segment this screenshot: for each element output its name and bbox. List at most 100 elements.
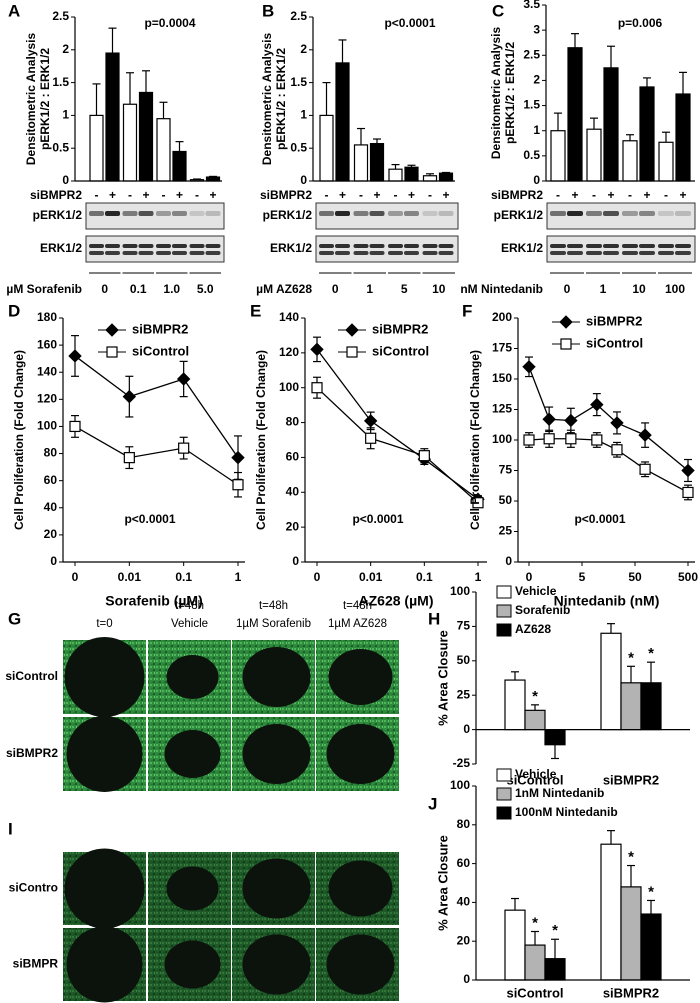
blot-band [172, 244, 187, 248]
marker [559, 315, 573, 329]
y-tick-label: 0 [505, 554, 512, 568]
blot-band [567, 244, 583, 248]
marker [346, 346, 358, 358]
blot-band [404, 251, 419, 255]
bar [388, 168, 403, 182]
sign-label: + [339, 188, 346, 202]
column-header: t=48h [175, 600, 204, 612]
y-tick-label: 2.5 [290, 9, 307, 23]
y-tick-label: 100 [279, 380, 299, 394]
blot-band [622, 251, 638, 255]
marker [363, 414, 378, 428]
blot-label: pERK1/2 [494, 208, 544, 222]
x-tick-label: 0.1 [416, 570, 433, 584]
sign-label: + [142, 188, 149, 202]
y-tick-label: 1.5 [290, 75, 307, 89]
series-line [316, 387, 479, 504]
y-tick-label: 180 [37, 310, 57, 324]
bar [524, 709, 546, 731]
wound-area [242, 724, 311, 784]
sign-label: + [643, 188, 650, 202]
blot-band [138, 211, 154, 216]
wound-area [166, 655, 219, 699]
wound-area [326, 724, 395, 784]
y-axis-label: pERK1/2 : ERK1/2 [274, 48, 288, 150]
legend-swatch [496, 585, 512, 599]
bar [319, 114, 334, 182]
marker [123, 452, 135, 464]
x-tick-label: 0.01 [359, 570, 383, 584]
blot-band [639, 211, 655, 216]
significance-mark: * [552, 922, 558, 939]
blot-band [122, 211, 138, 216]
marker [564, 413, 578, 428]
blot-band [404, 244, 419, 248]
significance-mark: * [628, 649, 634, 666]
blot-band [603, 211, 619, 216]
dose-axis-label: µM Sorafenib [6, 282, 82, 296]
row-label: siBMPR2 [491, 188, 543, 202]
significance-mark: * [532, 688, 538, 705]
blot-band [388, 251, 403, 255]
sign-label: - [628, 188, 632, 202]
y-tick-label: 3.5 [523, 0, 540, 11]
blot-band [105, 211, 120, 216]
y-tick-label: 2 [62, 42, 69, 56]
bar [335, 62, 350, 182]
y-tick-label: 20 [44, 527, 58, 541]
marker [310, 342, 324, 357]
marker [610, 416, 624, 430]
wound-area [166, 866, 219, 911]
y-tick-label: 100 [450, 584, 470, 598]
blot-band [639, 251, 655, 255]
marker [122, 389, 137, 404]
blot-band [189, 244, 205, 248]
y-tick-label: 50 [499, 493, 513, 507]
sign-label: + [209, 188, 216, 202]
column-header: 1µM AZ628 [328, 618, 387, 630]
bar [567, 47, 583, 182]
bar [122, 103, 138, 182]
blot-band [658, 251, 674, 255]
blot-label: ERK1/2 [40, 241, 82, 255]
dose-axis-label: µM AZ628 [256, 282, 312, 296]
bar [658, 141, 674, 182]
y-tick-label: 140 [37, 364, 57, 378]
blot-band [603, 244, 619, 248]
blot-band [189, 251, 205, 255]
blot [315, 235, 459, 263]
y-tick-label: 1 [62, 108, 69, 122]
y-tick-label: 200 [492, 310, 512, 324]
blot-band [586, 251, 602, 255]
sign-label: - [428, 188, 432, 202]
marker [68, 349, 82, 363]
row-label: siBMPR2 [30, 188, 82, 202]
y-tick-label: 100 [37, 419, 57, 433]
y-tick-label: 0 [300, 173, 307, 187]
blot-band [639, 244, 655, 248]
legend-label: siControl [372, 343, 429, 358]
y-tick-label: 3 [533, 22, 540, 36]
legend-label: siBMPR2 [132, 321, 188, 336]
marker [69, 420, 81, 433]
sign-label: - [162, 188, 166, 202]
marker [590, 397, 604, 412]
panel-letter: B [262, 1, 274, 20]
bar [504, 909, 526, 981]
y-tick-label: 75 [499, 463, 513, 477]
y-axis-label: Densitometric Analysis [489, 27, 503, 160]
blot-band [105, 244, 120, 248]
y-axis-label: Cell Proliferation (Fold Change) [254, 350, 268, 530]
y-tick-label: 160 [37, 337, 57, 351]
bar [369, 143, 385, 182]
legend-swatch [496, 806, 512, 820]
y-tick-label: 1 [300, 108, 307, 122]
bar [156, 118, 171, 182]
blot-band [422, 244, 438, 248]
y-tick-label: 125 [492, 402, 512, 416]
marker [231, 450, 245, 465]
sign-label: - [556, 188, 560, 202]
wound-area [242, 934, 311, 995]
y-axis-label: Densitometric Analysis [260, 33, 274, 166]
blot-band [205, 251, 221, 255]
